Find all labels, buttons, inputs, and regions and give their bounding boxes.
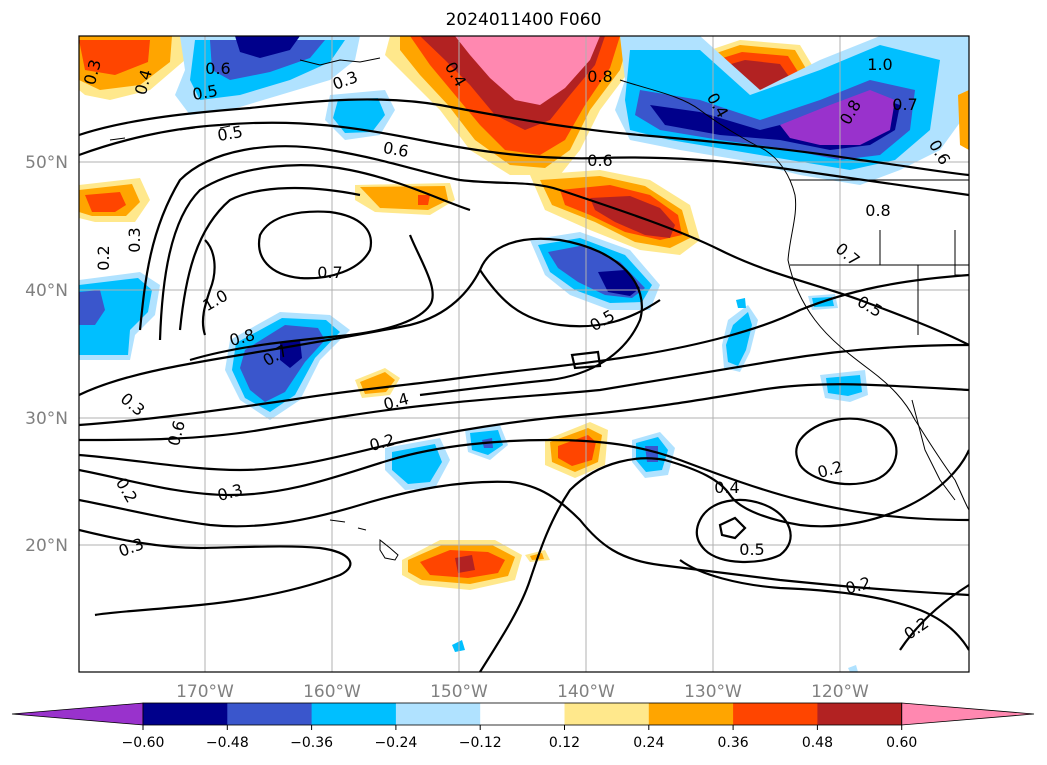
colorbar-segment: [648, 703, 734, 725]
colorbar-segment: [143, 703, 228, 725]
contour-label: 0.3: [125, 227, 144, 252]
coastlines: [109, 57, 969, 561]
colorbar-tick-label: −0.12: [459, 735, 502, 751]
contour-label: 1.0: [867, 55, 892, 74]
contour-label: 0.5: [216, 122, 244, 145]
colorbar-tick-label: 0.12: [549, 735, 580, 751]
colorbar: −0.60 −0.48 −0.36 −0.24 −0.12 0.12 0.24 0.36 0.4…: [11, 702, 1035, 751]
lon-label-160w: 160°W: [303, 682, 361, 702]
colorbar-segment: [395, 703, 481, 725]
colorbar-segment: [480, 703, 565, 725]
contour-lines: [79, 98, 969, 672]
contour-label: 0.6: [587, 151, 612, 170]
lat-label-50n: 50°N: [25, 153, 68, 173]
colorbar-segment: [564, 703, 650, 725]
contour-label: 0.6: [382, 138, 410, 161]
colorbar-tick-label: −0.36: [290, 735, 333, 751]
colorbar-segment: [311, 703, 397, 725]
colorbar-tick-label: 0.60: [886, 735, 917, 751]
colorbar-outline: [142, 702, 903, 726]
colorbar-extend-high: [901, 702, 1035, 726]
colorbar-tick-label: 0.24: [633, 735, 664, 751]
lon-label-150w: 150°W: [430, 682, 488, 702]
contour-label: 0.8: [865, 201, 890, 220]
lat-label-20n: 20°N: [25, 536, 68, 556]
contour-label: 0.5: [739, 540, 764, 559]
graticule: [79, 36, 969, 672]
lon-label-120w: 120°W: [811, 682, 869, 702]
contour-labels: 0.3 0.4 0.60.5 0.30.50.60.80.61.00.70.80.60…: [80, 55, 954, 643]
colorbar-extend-low: [11, 702, 144, 726]
lat-label-30n: 30°N: [25, 409, 68, 429]
contour-label: 0.6: [205, 59, 230, 78]
map-title: 2024011400 F060: [445, 10, 602, 30]
colorbar-segment: [733, 703, 818, 725]
shaded-anomalies: [79, 36, 969, 672]
lat-label-40n: 40°N: [25, 281, 68, 301]
colorbar-tick-label: −0.24: [374, 735, 417, 751]
colorbar-segment: [227, 703, 313, 725]
map-frame: [78, 35, 970, 673]
colorbar-tick-label: 0.48: [802, 735, 833, 751]
contour-label: 0.7: [892, 95, 917, 114]
lon-label-170w: 170°W: [176, 682, 234, 702]
contour-label: 0.4: [714, 478, 739, 497]
contour-label: 0.8: [587, 67, 612, 86]
lon-label-140w: 140°W: [557, 682, 615, 702]
lon-label-130w: 130°W: [684, 682, 742, 702]
colorbar-segment: [817, 703, 903, 725]
colorbar-tick-label: 0.36: [718, 735, 749, 751]
colorbar-tick-label: −0.60: [122, 735, 165, 751]
colorbar-tick-label: −0.48: [206, 735, 249, 751]
contour-label: 0.2: [94, 245, 113, 270]
contour-label: 0.5: [191, 81, 219, 104]
contour-label: 0.7: [317, 263, 342, 282]
